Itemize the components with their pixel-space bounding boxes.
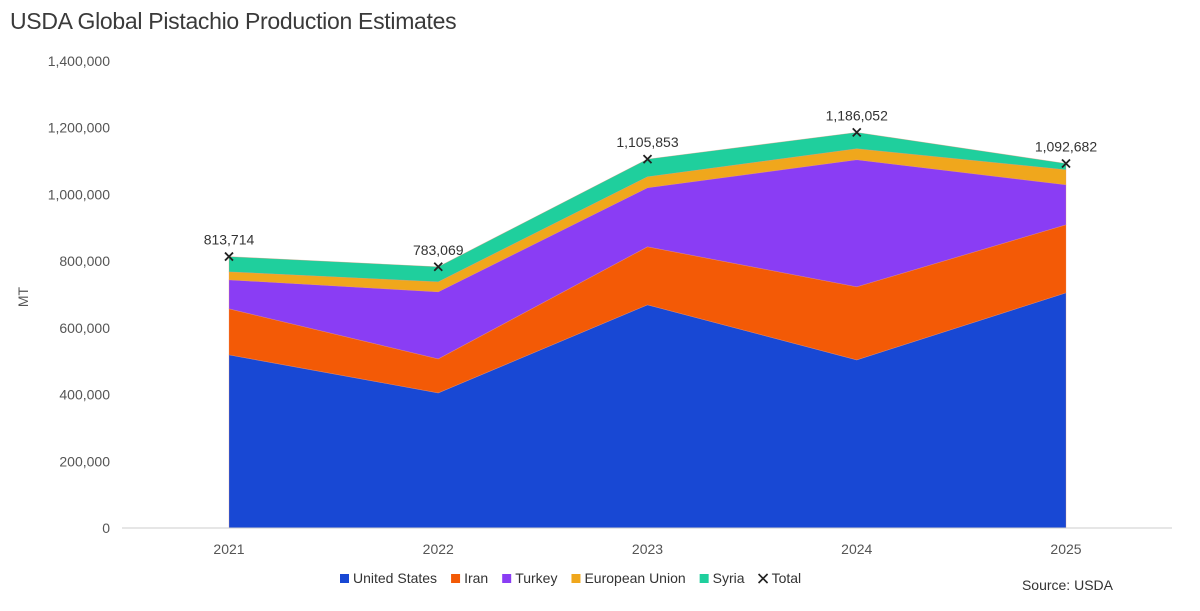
x-tick-label: 2022 bbox=[423, 541, 454, 557]
legend-label: European Union bbox=[584, 570, 685, 586]
y-tick-label: 1,400,000 bbox=[48, 53, 110, 69]
y-tick-label: 200,000 bbox=[59, 453, 110, 469]
legend-label: United States bbox=[353, 570, 437, 586]
total-data-label: 1,105,853 bbox=[616, 134, 678, 150]
area-syria bbox=[228, 132, 1067, 283]
chart-title: USDA Global Pistachio Production Estimat… bbox=[10, 8, 457, 34]
total-marker bbox=[433, 262, 443, 272]
legend-label: Total bbox=[772, 570, 802, 586]
legend-total-marker-icon bbox=[757, 573, 769, 584]
x-tick-label: 2024 bbox=[841, 541, 872, 557]
y-tick-label: 800,000 bbox=[59, 253, 110, 269]
legend-swatch bbox=[451, 574, 461, 583]
total-data-label: 783,069 bbox=[413, 242, 464, 258]
x-tick-label: 2021 bbox=[213, 541, 244, 557]
total-marker bbox=[852, 127, 862, 138]
y-axis-label: MT bbox=[15, 286, 31, 307]
legend-label: Iran bbox=[464, 570, 488, 586]
total-data-label: 1,092,682 bbox=[1035, 139, 1097, 155]
x-tick-label: 2025 bbox=[1050, 541, 1081, 557]
y-tick-label: 1,200,000 bbox=[48, 120, 110, 136]
total-data-label: 1,186,052 bbox=[826, 107, 888, 123]
y-tick-label: 400,000 bbox=[59, 387, 110, 403]
legend-label: Turkey bbox=[515, 570, 557, 586]
legend-swatch bbox=[502, 574, 512, 583]
y-tick-label: 600,000 bbox=[59, 320, 110, 336]
legend-label: Syria bbox=[713, 570, 745, 586]
y-tick-label: 1,000,000 bbox=[48, 186, 110, 202]
legend-swatch bbox=[340, 574, 349, 583]
source-note: Source: USDA bbox=[1022, 577, 1114, 593]
legend-swatch bbox=[571, 574, 581, 583]
total-marker bbox=[1061, 158, 1071, 169]
total-marker bbox=[224, 251, 234, 262]
total-marker bbox=[642, 154, 653, 164]
legend-swatch bbox=[699, 574, 709, 583]
total-data-label: 813,714 bbox=[204, 232, 255, 248]
x-tick-label: 2023 bbox=[632, 541, 663, 557]
y-tick-label: 0 bbox=[102, 520, 110, 536]
